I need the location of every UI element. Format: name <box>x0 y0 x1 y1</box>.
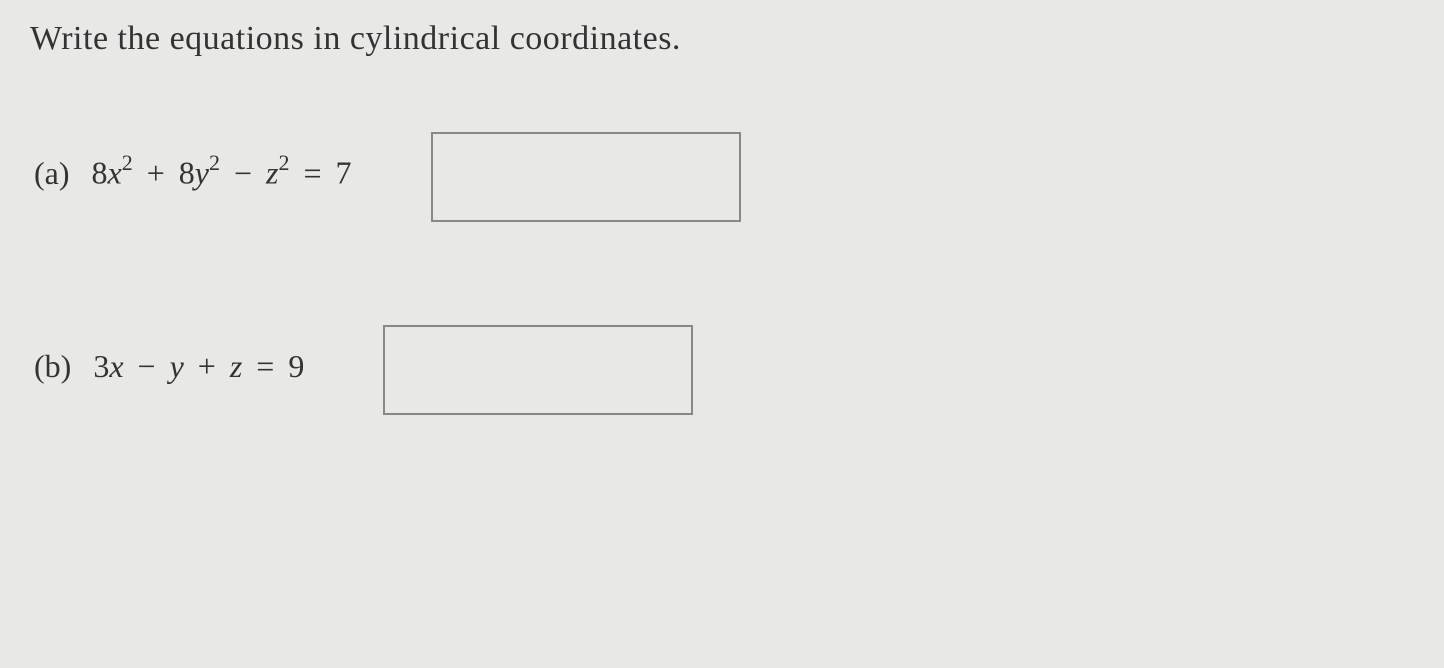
eq-a-op3: = <box>303 155 321 191</box>
eq-b-op2: + <box>198 348 216 384</box>
eq-a-var2: y <box>195 155 209 191</box>
answer-input-a[interactable] <box>431 132 741 222</box>
prompt-text: Write the equations in cylindrical coord… <box>30 20 1414 58</box>
problem-b: (b) 3x − y + z = 9 <box>30 297 1414 415</box>
eq-b-var1: x <box>109 348 123 384</box>
eq-a-exp3: 2 <box>278 150 289 175</box>
equation-a: 8x2 + 8y2 − z2 = 7 <box>92 152 352 192</box>
eq-a-var3: z <box>266 155 278 191</box>
equation-b: 3x − y + z = 9 <box>93 348 304 385</box>
eq-a-op1: + <box>147 155 165 191</box>
eq-b-op1: − <box>138 348 156 384</box>
eq-a-coef1: 8 <box>92 155 108 191</box>
problem-a-label: (a) <box>34 155 70 192</box>
eq-b-var2: y <box>170 348 184 384</box>
eq-a-coef2: 8 <box>179 155 195 191</box>
eq-a-exp1: 2 <box>122 150 133 175</box>
problem-b-label: (b) <box>34 348 71 385</box>
eq-b-op3: = <box>256 348 274 384</box>
eq-b-coef1: 3 <box>93 348 109 384</box>
eq-a-rhs: 7 <box>336 155 352 191</box>
eq-b-rhs: 9 <box>288 348 304 384</box>
eq-b-var3: z <box>230 348 242 384</box>
problem-a: (a) 8x2 + 8y2 − z2 = 7 <box>30 104 1414 222</box>
eq-a-op2: − <box>234 155 252 191</box>
eq-a-exp2: 2 <box>209 150 220 175</box>
eq-a-var1: x <box>108 155 122 191</box>
answer-input-b[interactable] <box>383 325 693 415</box>
